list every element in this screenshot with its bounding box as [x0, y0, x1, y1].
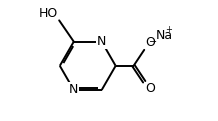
Text: N: N [69, 83, 78, 96]
Text: +: + [165, 25, 172, 34]
Text: −: − [149, 37, 157, 47]
Text: Na: Na [156, 29, 173, 42]
Text: O: O [145, 36, 155, 49]
Text: N: N [97, 35, 106, 48]
Text: O: O [145, 82, 155, 95]
Text: HO: HO [39, 7, 58, 20]
